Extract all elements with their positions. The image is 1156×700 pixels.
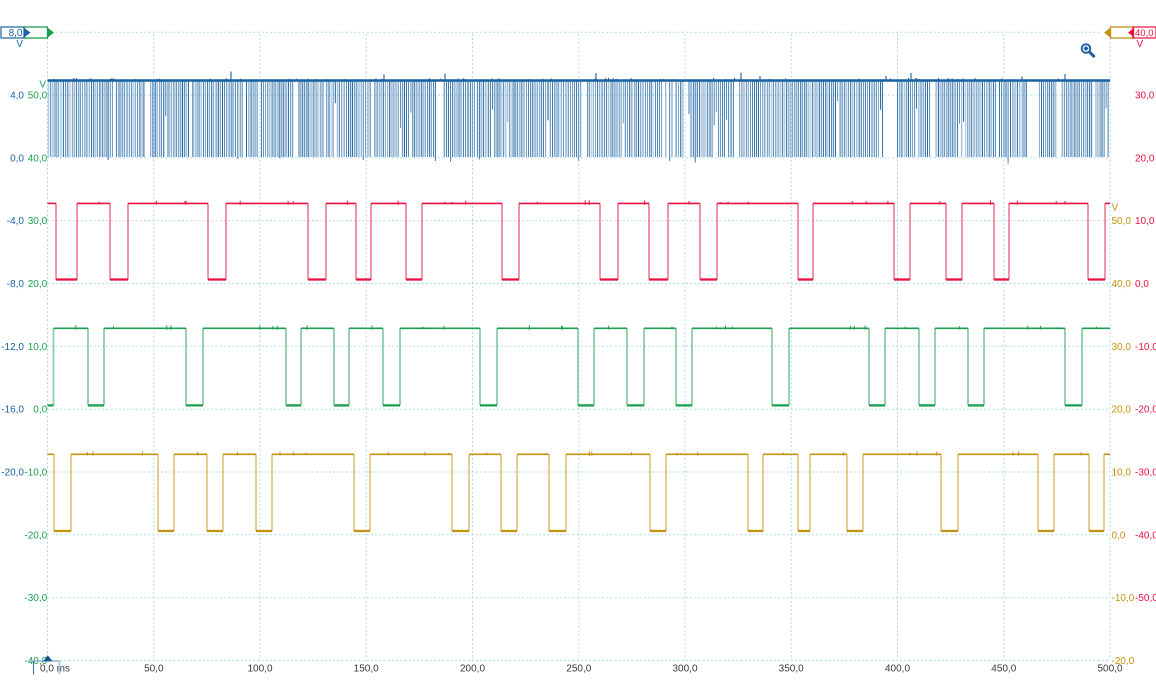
svg-text:-50,0: -50,0 [1135, 593, 1156, 604]
svg-text:40,0: 40,0 [28, 153, 48, 164]
svg-text:-40,0: -40,0 [1135, 530, 1156, 541]
svg-text:500,0: 500,0 [1097, 664, 1122, 675]
svg-text:0,0: 0,0 [1135, 279, 1149, 290]
svg-text:250,0: 250,0 [566, 664, 591, 675]
svg-text:10,0: 10,0 [28, 342, 48, 353]
svg-text:40,0: 40,0 [1112, 279, 1132, 290]
svg-text:-10,0: -10,0 [1135, 342, 1156, 353]
svg-text:4,0: 4,0 [10, 91, 24, 102]
svg-text:-20,0: -20,0 [1112, 656, 1135, 667]
svg-text:50,0: 50,0 [28, 91, 48, 102]
svg-text:40,0: 40,0 [1135, 28, 1154, 39]
svg-text:-20,0: -20,0 [1135, 405, 1156, 416]
svg-text:-12,0: -12,0 [1, 342, 24, 353]
svg-text:10,0: 10,0 [1112, 468, 1132, 479]
svg-text:0,0: 0,0 [1112, 530, 1126, 541]
svg-text:-20,0: -20,0 [1, 468, 24, 479]
svg-text:-8,0: -8,0 [7, 279, 25, 290]
svg-text:V: V [39, 80, 46, 91]
svg-text:V: V [16, 39, 23, 50]
svg-text:-30,0: -30,0 [1135, 468, 1156, 479]
svg-text:0,0: 0,0 [33, 405, 47, 416]
svg-text:100,0: 100,0 [247, 664, 272, 675]
svg-text:0,0 ms: 0,0 ms [40, 664, 70, 675]
svg-text:50,0: 50,0 [144, 664, 164, 675]
svg-text:8,0: 8,0 [9, 28, 23, 39]
svg-text:400,0: 400,0 [885, 664, 910, 675]
svg-text:10,0: 10,0 [1135, 216, 1155, 227]
svg-text:200,0: 200,0 [460, 664, 485, 675]
svg-text:20,0: 20,0 [1135, 153, 1155, 164]
svg-text:350,0: 350,0 [779, 664, 804, 675]
svg-text:20,0: 20,0 [1112, 405, 1132, 416]
svg-text:300,0: 300,0 [672, 664, 697, 675]
svg-text:30,0: 30,0 [28, 216, 48, 227]
svg-text:30,0: 30,0 [1112, 342, 1132, 353]
svg-text:-20,0: -20,0 [24, 530, 47, 541]
svg-text:-16,0: -16,0 [1, 405, 24, 416]
svg-text:-4,0: -4,0 [7, 216, 25, 227]
svg-text:20,0: 20,0 [28, 279, 48, 290]
svg-text:-10,0: -10,0 [1112, 593, 1135, 604]
svg-text:30,0: 30,0 [1135, 91, 1155, 102]
svg-text:150,0: 150,0 [354, 664, 379, 675]
svg-text:-30,0: -30,0 [24, 593, 47, 604]
svg-text:V: V [1137, 39, 1144, 50]
svg-text:450,0: 450,0 [991, 664, 1016, 675]
svg-text:0,0: 0,0 [10, 153, 24, 164]
svg-text:-10,0: -10,0 [24, 468, 47, 479]
svg-text:50,0: 50,0 [1112, 216, 1132, 227]
svg-text:V: V [1112, 203, 1119, 214]
